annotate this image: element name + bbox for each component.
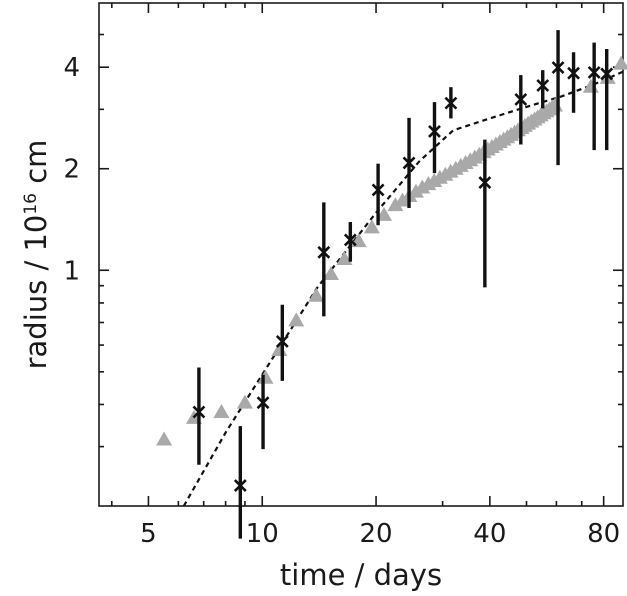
data-point: [317, 202, 331, 317]
x-tick-label: 80: [587, 519, 620, 549]
x-marker-stroke: [275, 335, 289, 348]
x-marker-stroke: [256, 396, 270, 410]
data-point: [343, 222, 357, 262]
triangle-point: [363, 219, 380, 234]
minor-ticks: [99, 3, 623, 506]
x-axis-title: time / days: [280, 558, 442, 592]
y-tick-label: 4: [63, 53, 80, 83]
triangle-point: [387, 197, 404, 212]
data-point: [567, 52, 580, 113]
triangle-point: [213, 403, 230, 418]
data-point: [275, 304, 289, 381]
plot-frame: [98, 2, 624, 507]
x-marker-stroke: [192, 405, 206, 419]
data-point: [371, 163, 385, 226]
y-axis-title: radius / 1016 cm: [19, 140, 53, 370]
x-marker-stroke: [536, 79, 550, 92]
triangle-point: [156, 431, 173, 446]
triangle-point: [394, 192, 411, 207]
errorbar-points-layer: [192, 30, 614, 539]
x-marker-stroke: [551, 61, 565, 74]
data-point: [551, 30, 565, 166]
y-axis-title-suffix: cm: [19, 140, 53, 193]
data-point: [256, 374, 270, 450]
x-marker-stroke: [514, 93, 528, 106]
x-tick-label: 40: [473, 519, 506, 549]
data-point: [536, 70, 550, 109]
y-tick-label: 2: [63, 155, 80, 185]
x-marker-stroke: [371, 183, 385, 197]
triangle-point: [582, 78, 599, 93]
x-marker-stroke: [444, 96, 458, 110]
data-point: [428, 102, 441, 174]
data-point: [478, 139, 492, 288]
x-marker-stroke: [233, 479, 247, 492]
x-tick-label: 10: [246, 519, 279, 549]
x-tick-label: 5: [140, 519, 157, 549]
x-tick-labels: 5 10 20 40 80: [140, 519, 620, 549]
plot-area: [98, 2, 627, 539]
triangle-point: [236, 394, 253, 409]
triangle-point: [288, 312, 305, 327]
y-tick-labels: 1 2 4: [63, 53, 80, 286]
data-point: [402, 117, 416, 208]
major-ticks: [99, 3, 623, 506]
y-tick-label: 1: [63, 256, 80, 286]
triangle-point: [308, 287, 325, 302]
x-marker-stroke: [402, 156, 416, 170]
x-marker-stroke: [600, 67, 614, 81]
triangle-point: [257, 369, 274, 384]
x-marker-stroke: [567, 66, 580, 80]
data-point: [587, 42, 601, 151]
data-point: [444, 87, 458, 119]
triangle-point: [613, 55, 627, 70]
x-marker-stroke: [478, 176, 492, 189]
data-point: [514, 75, 528, 145]
x-marker-stroke: [587, 65, 601, 79]
triangle-point: [336, 250, 353, 265]
x-tick-label: 20: [360, 519, 393, 549]
y-axis-title-prefix: radius / 10: [19, 215, 53, 370]
data-point: [600, 48, 614, 151]
x-marker-stroke: [343, 233, 357, 247]
data-point: [233, 426, 247, 539]
data-point: [192, 367, 206, 465]
x-marker-stroke: [428, 125, 441, 138]
triangle-point: [322, 265, 339, 280]
x-marker-stroke: [317, 245, 331, 259]
triangle-point: [376, 206, 393, 221]
y-axis-title-superscript: 16: [21, 193, 41, 215]
